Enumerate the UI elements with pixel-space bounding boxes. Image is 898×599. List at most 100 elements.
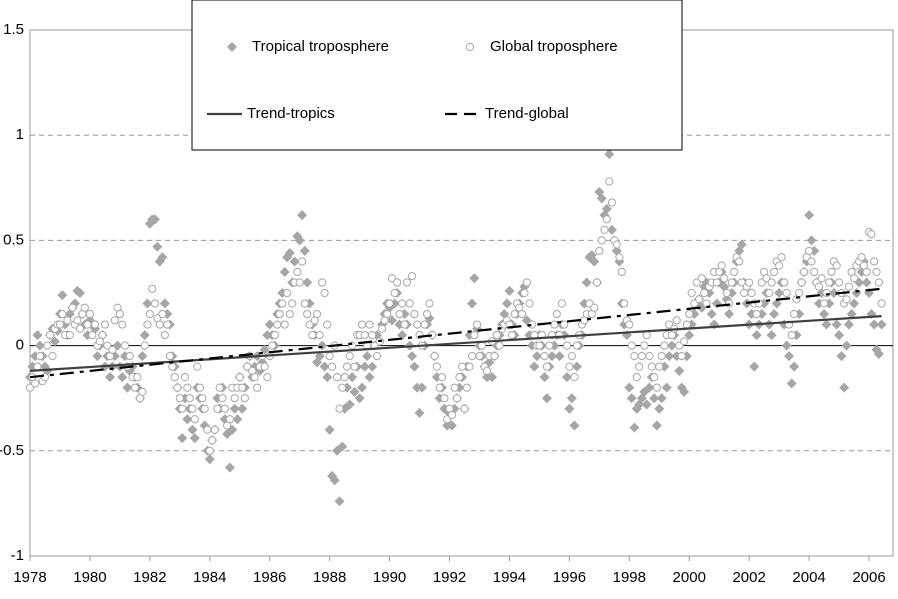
circle-marker — [642, 330, 651, 340]
diamond-marker — [834, 330, 845, 341]
circle-marker — [660, 341, 669, 350]
circle-marker — [834, 278, 844, 287]
diamond-marker — [684, 330, 695, 341]
diamond-marker — [314, 351, 325, 362]
circle-marker — [597, 236, 606, 245]
circle-marker — [870, 257, 879, 266]
circle-marker — [110, 316, 119, 325]
circle-marker — [40, 373, 50, 382]
circle-marker — [88, 330, 97, 340]
diamond-marker — [706, 309, 717, 320]
diamond-marker — [264, 319, 275, 330]
circle-marker — [814, 282, 824, 291]
diamond-marker — [781, 340, 792, 351]
diamond-marker — [736, 239, 747, 250]
circle-marker — [390, 288, 399, 298]
circle-marker — [270, 330, 279, 340]
circle-marker — [657, 352, 666, 361]
circle-marker — [297, 257, 307, 266]
circle-marker — [467, 352, 477, 361]
circle-marker — [807, 257, 816, 266]
diamond-marker — [75, 288, 86, 298]
legend-label: Trend-global — [485, 105, 569, 122]
diamond-marker — [157, 252, 168, 263]
circle-marker — [158, 309, 167, 319]
diamond-marker — [289, 256, 300, 267]
circle-marker — [278, 299, 287, 308]
circle-marker — [452, 394, 462, 403]
circle-marker — [85, 309, 95, 319]
circle-marker — [827, 267, 836, 277]
diamond-marker — [804, 210, 815, 221]
circle-marker — [280, 320, 289, 329]
circle-marker — [215, 383, 224, 392]
circle-marker — [285, 309, 294, 319]
circle-marker — [200, 404, 209, 413]
circle-marker — [769, 267, 779, 277]
diamond-marker — [774, 288, 785, 298]
trend-line — [29, 287, 882, 379]
diamond-marker — [581, 277, 592, 288]
diamond-marker — [297, 210, 308, 221]
legend: Tropical troposphere Global troposphere Tr… — [191, 0, 683, 151]
circle-marker — [75, 324, 85, 333]
diamond-marker — [416, 382, 427, 393]
diamond-marker — [92, 351, 103, 362]
circle-marker — [567, 352, 576, 361]
circle-marker — [295, 278, 304, 287]
circle-marker — [58, 309, 67, 319]
circle-marker — [450, 383, 459, 392]
diamond-marker — [656, 393, 667, 404]
circle-marker — [872, 267, 881, 277]
circle-marker — [405, 299, 414, 308]
circle-marker — [420, 320, 429, 329]
diamond-marker — [105, 372, 116, 383]
diamond-marker — [49, 336, 60, 347]
diamond-marker — [641, 399, 652, 410]
diamond-marker — [869, 319, 880, 330]
diamond-marker — [324, 424, 335, 435]
circle-marker — [198, 394, 207, 403]
circle-marker — [602, 215, 611, 224]
circle-marker — [345, 352, 354, 361]
x-tick-label: 2004 — [792, 569, 825, 586]
circle-marker — [160, 330, 169, 340]
circle-marker — [350, 362, 359, 371]
circle-marker — [722, 288, 731, 298]
circle-marker — [413, 320, 422, 329]
circle-marker — [185, 394, 194, 403]
diamond-marker — [359, 361, 370, 372]
circle-marker — [600, 225, 609, 234]
circle-marker — [790, 309, 799, 319]
circle-marker — [175, 394, 184, 403]
circle-marker — [810, 267, 819, 277]
circle-marker — [727, 278, 736, 287]
circle-marker — [283, 288, 292, 298]
circle-marker — [180, 373, 190, 382]
circle-marker — [425, 299, 434, 308]
diamond-marker — [189, 433, 200, 444]
circle-marker — [120, 341, 130, 350]
diamond-marker — [386, 315, 397, 326]
diamond-marker — [571, 361, 582, 372]
circle-marker — [303, 309, 312, 319]
circle-marker — [130, 383, 139, 392]
circle-marker — [605, 177, 614, 186]
circle-marker — [108, 345, 117, 354]
circle-marker — [45, 330, 55, 340]
diamond-marker — [227, 42, 237, 52]
x-tick-label: 1978 — [13, 569, 46, 586]
diamond-marker — [204, 454, 215, 465]
circle-marker — [470, 330, 479, 340]
x-tick-label: 2002 — [732, 569, 765, 586]
circle-marker — [253, 383, 262, 392]
circle-marker — [540, 352, 549, 361]
diamond-marker — [606, 224, 617, 235]
circle-marker — [90, 320, 100, 329]
circle-marker — [250, 373, 259, 382]
diamond-marker — [564, 403, 575, 414]
diamond-marker — [367, 361, 378, 372]
diamond-marker — [469, 273, 480, 284]
